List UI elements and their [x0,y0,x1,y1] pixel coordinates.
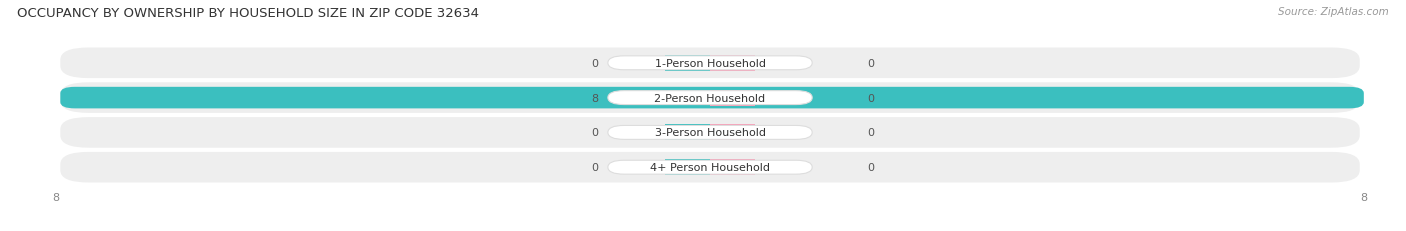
Text: 0: 0 [868,128,875,138]
Bar [710,55,755,72]
FancyBboxPatch shape [60,83,1360,113]
FancyBboxPatch shape [607,126,813,140]
Text: 2-Person Household: 2-Person Household [654,93,766,103]
Text: 8: 8 [591,93,598,103]
FancyBboxPatch shape [60,48,1360,79]
FancyBboxPatch shape [607,57,813,70]
Text: Source: ZipAtlas.com: Source: ZipAtlas.com [1278,7,1389,17]
FancyBboxPatch shape [607,91,813,105]
Text: 1-Person Household: 1-Person Household [655,58,765,69]
Text: 0: 0 [868,58,875,69]
FancyBboxPatch shape [607,161,813,174]
Bar [665,125,710,141]
Text: 4+ Person Household: 4+ Person Household [650,162,770,173]
Text: 0: 0 [868,93,875,103]
Text: OCCUPANCY BY OWNERSHIP BY HOUSEHOLD SIZE IN ZIP CODE 32634: OCCUPANCY BY OWNERSHIP BY HOUSEHOLD SIZE… [17,7,479,20]
FancyBboxPatch shape [60,87,1364,109]
Bar [710,159,755,176]
Text: 3-Person Household: 3-Person Household [655,128,765,138]
FancyBboxPatch shape [60,118,1360,148]
Bar [710,90,755,106]
Text: 0: 0 [591,58,598,69]
Bar [665,55,710,72]
FancyBboxPatch shape [60,152,1360,183]
Text: 0: 0 [591,162,598,173]
Bar [710,125,755,141]
Text: 0: 0 [868,162,875,173]
Text: 0: 0 [591,128,598,138]
Bar [665,159,710,176]
